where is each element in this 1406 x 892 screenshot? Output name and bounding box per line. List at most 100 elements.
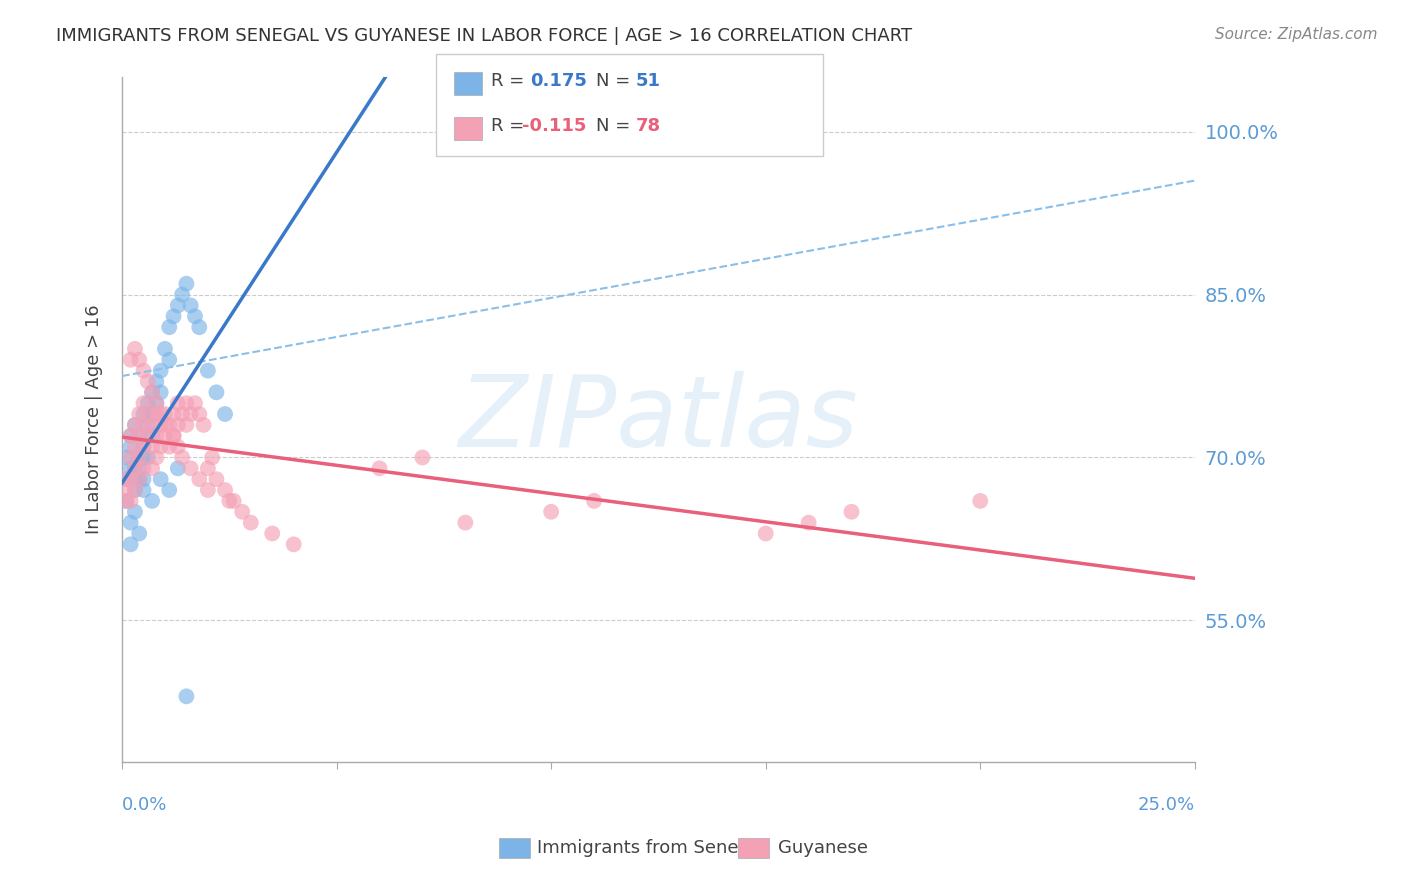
Text: ZIPatlas: ZIPatlas — [458, 371, 858, 468]
Point — [115, 472, 138, 486]
Point — [969, 494, 991, 508]
Point — [120, 472, 142, 486]
Point — [166, 417, 188, 432]
Point — [145, 375, 167, 389]
Point — [149, 363, 172, 377]
Point — [136, 429, 159, 443]
Point — [172, 287, 194, 301]
Point — [540, 505, 562, 519]
Point — [166, 396, 188, 410]
Point — [262, 526, 284, 541]
Point — [124, 505, 146, 519]
Point — [120, 440, 142, 454]
Point — [214, 407, 236, 421]
Point — [128, 352, 150, 367]
Text: Guyanese: Guyanese — [778, 839, 868, 857]
Point — [162, 407, 184, 421]
Y-axis label: In Labor Force | Age > 16: In Labor Force | Age > 16 — [86, 305, 103, 534]
Point — [157, 483, 180, 497]
Point — [184, 396, 207, 410]
Point — [157, 417, 180, 432]
Point — [205, 385, 228, 400]
Text: R =: R = — [491, 72, 530, 90]
Point — [797, 516, 820, 530]
Point — [124, 483, 146, 497]
Point — [132, 417, 155, 432]
Point — [120, 537, 142, 551]
Text: 0.175: 0.175 — [530, 72, 586, 90]
Point — [128, 407, 150, 421]
Point — [172, 407, 194, 421]
Point — [136, 450, 159, 465]
Point — [120, 461, 142, 475]
Point — [166, 298, 188, 312]
Point — [136, 375, 159, 389]
Point — [197, 363, 219, 377]
Point — [149, 407, 172, 421]
Point — [172, 450, 194, 465]
Point — [115, 472, 138, 486]
Point — [141, 461, 163, 475]
Point — [115, 450, 138, 465]
Point — [115, 494, 138, 508]
Point — [201, 450, 224, 465]
Point — [128, 450, 150, 465]
Point — [218, 494, 240, 508]
Point — [128, 472, 150, 486]
Point — [132, 440, 155, 454]
Point — [176, 396, 198, 410]
Point — [180, 461, 202, 475]
Point — [197, 461, 219, 475]
Point — [124, 461, 146, 475]
Point — [162, 429, 184, 443]
Point — [188, 472, 211, 486]
Point — [141, 494, 163, 508]
Point — [124, 483, 146, 497]
Point — [120, 494, 142, 508]
Point — [153, 417, 176, 432]
Point — [145, 450, 167, 465]
Text: Source: ZipAtlas.com: Source: ZipAtlas.com — [1215, 27, 1378, 42]
Point — [145, 396, 167, 410]
Text: IMMIGRANTS FROM SENEGAL VS GUYANESE IN LABOR FORCE | AGE > 16 CORRELATION CHART: IMMIGRANTS FROM SENEGAL VS GUYANESE IN L… — [56, 27, 912, 45]
Point — [157, 352, 180, 367]
Point — [120, 352, 142, 367]
Point — [153, 429, 176, 443]
Point — [120, 429, 142, 443]
Point — [239, 516, 262, 530]
Point — [128, 450, 150, 465]
Point — [157, 320, 180, 334]
Point — [162, 429, 184, 443]
Text: R =: R = — [491, 117, 530, 135]
Point — [132, 407, 155, 421]
Text: 51: 51 — [636, 72, 661, 90]
Point — [176, 417, 198, 432]
Point — [176, 690, 198, 704]
Point — [176, 277, 198, 291]
Point — [141, 385, 163, 400]
Point — [755, 526, 778, 541]
Point — [141, 385, 163, 400]
Point — [132, 363, 155, 377]
Point — [128, 526, 150, 541]
Point — [145, 407, 167, 421]
Point — [193, 417, 215, 432]
Point — [141, 417, 163, 432]
Point — [454, 516, 477, 530]
Point — [149, 440, 172, 454]
Point — [120, 429, 142, 443]
Point — [180, 298, 202, 312]
Point — [141, 429, 163, 443]
Point — [188, 407, 211, 421]
Point — [157, 440, 180, 454]
Point — [197, 483, 219, 497]
Point — [128, 429, 150, 443]
Point — [166, 461, 188, 475]
Point — [214, 483, 236, 497]
Point — [120, 450, 142, 465]
Text: 0.0%: 0.0% — [122, 797, 167, 814]
Point — [153, 407, 176, 421]
Text: N =: N = — [596, 117, 636, 135]
Text: 25.0%: 25.0% — [1137, 797, 1195, 814]
Point — [124, 342, 146, 356]
